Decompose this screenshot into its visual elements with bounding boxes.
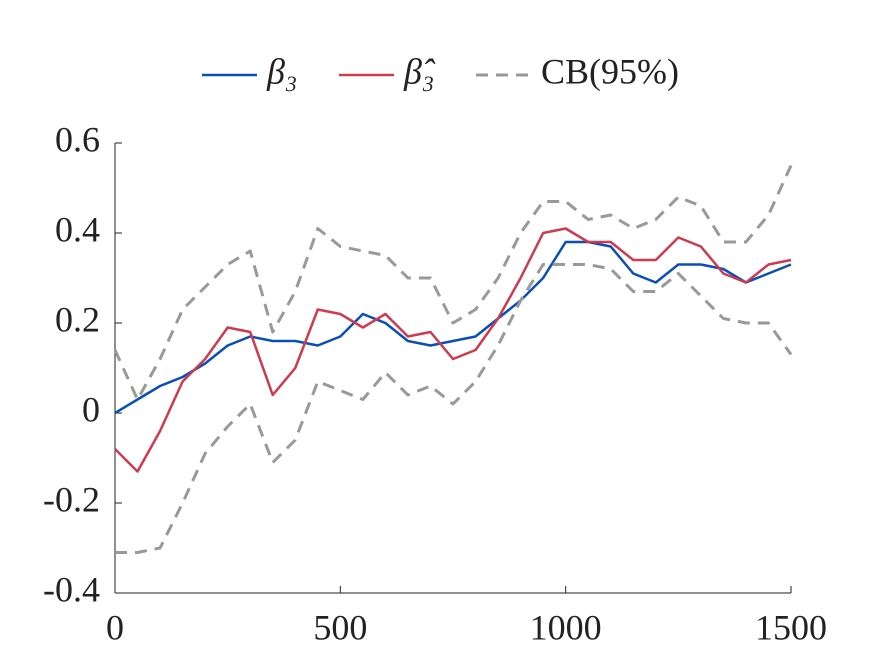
legend-label: β₃	[266, 51, 297, 91]
x-tick-label: 1000	[530, 607, 602, 647]
line-series	[115, 263, 793, 554]
y-tick-label: -0.4	[43, 569, 100, 609]
x-tick-label: 1500	[755, 607, 827, 647]
x-tick-label: 0	[106, 607, 124, 647]
line-series	[113, 164, 793, 401]
y-tick-label: 0.6	[55, 119, 100, 159]
legend-label: β̂₃	[403, 51, 436, 91]
y-tick-label: 0.2	[55, 299, 100, 339]
line-series	[114, 227, 792, 473]
line-series	[114, 240, 792, 415]
y-tick-label: -0.2	[43, 479, 100, 519]
legend-label: CB(95%)	[541, 51, 679, 91]
x-tick-label: 500	[313, 607, 367, 647]
y-tick-label: 0.4	[55, 209, 100, 249]
y-tick-label: 0	[82, 389, 100, 429]
